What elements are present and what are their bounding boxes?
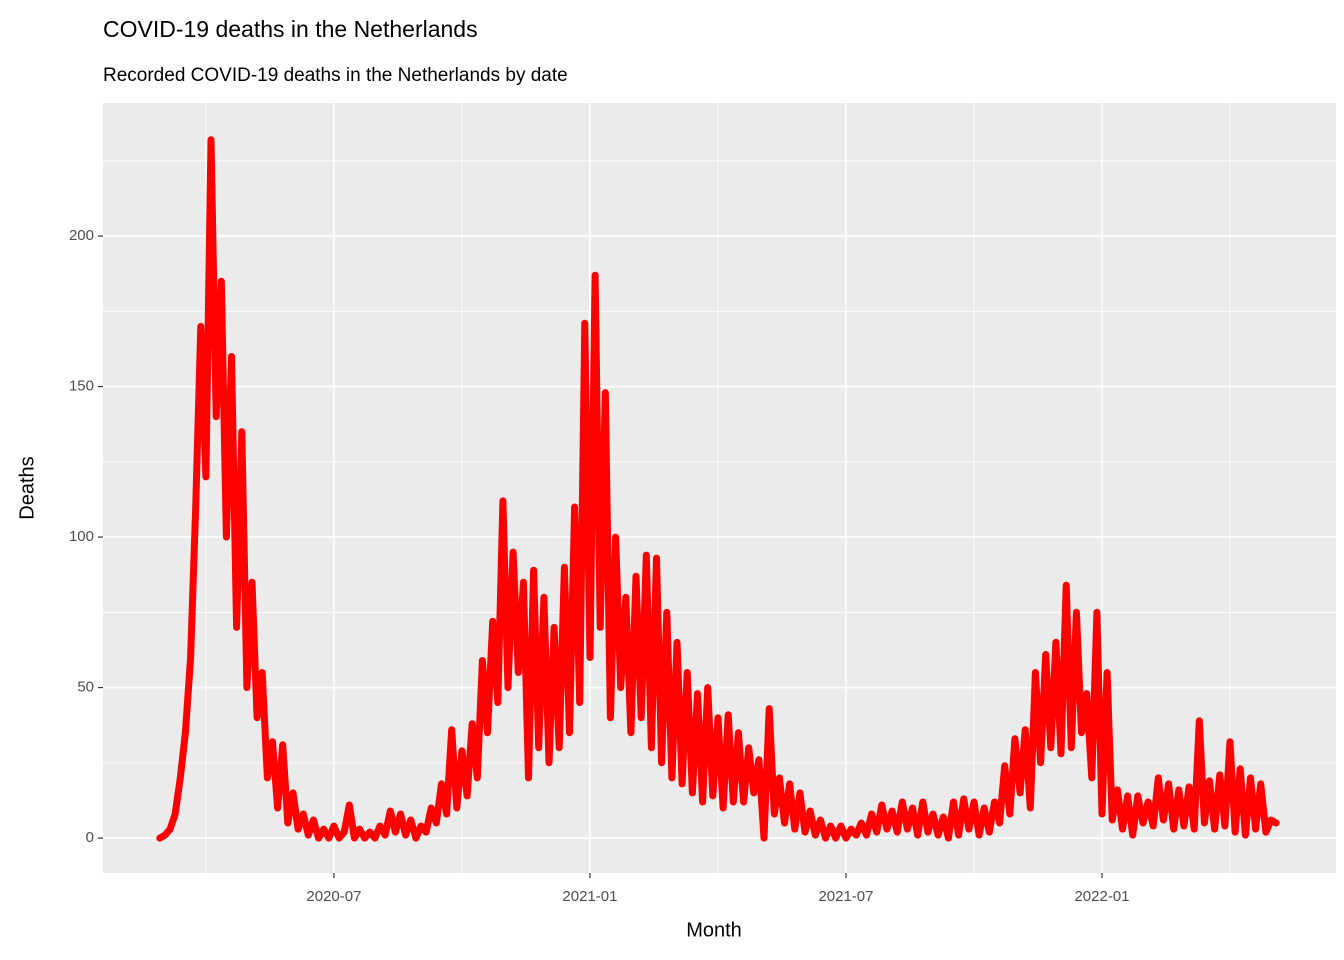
y-tick-label: 100 <box>69 528 94 545</box>
data-line <box>156 136 1280 842</box>
y-tick-label: 50 <box>77 679 94 696</box>
x-tick-label: 2020-07 <box>306 888 361 905</box>
x-tick-label: 2021-07 <box>818 888 873 905</box>
y-axis-title: Deaths <box>16 456 38 519</box>
chart-title: COVID-19 deaths in the Netherlands <box>103 16 478 42</box>
y-tick-label: 0 <box>86 829 94 846</box>
x-tick-label: 2022-01 <box>1074 888 1129 905</box>
x-tick-label: 2021-01 <box>562 888 617 905</box>
y-tick-label: 150 <box>69 378 94 395</box>
y-tick-label: 200 <box>69 227 94 244</box>
chart-subtitle: Recorded COVID-19 deaths in the Netherla… <box>103 65 568 86</box>
x-axis-title: Month <box>686 919 742 941</box>
